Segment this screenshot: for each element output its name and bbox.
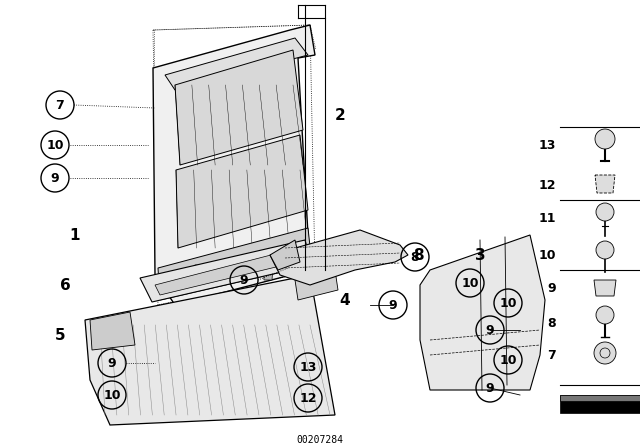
Text: 7: 7	[547, 349, 556, 362]
Polygon shape	[140, 240, 312, 302]
Text: 10: 10	[461, 276, 479, 289]
Polygon shape	[175, 50, 303, 165]
Text: 2: 2	[335, 108, 346, 122]
Circle shape	[594, 342, 616, 364]
Text: 7: 7	[56, 99, 65, 112]
Text: 9: 9	[388, 298, 397, 311]
Polygon shape	[85, 275, 335, 425]
Text: 10: 10	[499, 353, 516, 366]
Text: 5: 5	[54, 327, 65, 343]
Text: 9: 9	[547, 281, 556, 294]
Polygon shape	[295, 270, 338, 300]
Text: 10: 10	[103, 388, 121, 401]
Text: 9: 9	[486, 323, 494, 336]
Text: 3: 3	[475, 247, 485, 263]
Polygon shape	[595, 175, 615, 193]
Text: 00207284: 00207284	[296, 435, 344, 445]
Polygon shape	[90, 312, 135, 350]
Text: 12: 12	[300, 392, 317, 405]
Text: 10: 10	[499, 297, 516, 310]
Text: 10: 10	[46, 138, 64, 151]
Polygon shape	[195, 265, 205, 280]
Polygon shape	[153, 25, 315, 305]
Circle shape	[596, 203, 614, 221]
Polygon shape	[594, 280, 616, 296]
Polygon shape	[560, 395, 640, 401]
Polygon shape	[155, 248, 305, 295]
Polygon shape	[560, 395, 640, 413]
Text: 13: 13	[539, 138, 556, 151]
Text: 8: 8	[547, 316, 556, 329]
Text: 9: 9	[486, 382, 494, 395]
Polygon shape	[270, 240, 300, 270]
Text: 13: 13	[300, 361, 317, 374]
Text: 8: 8	[413, 247, 423, 263]
Polygon shape	[158, 228, 312, 300]
Text: 10: 10	[538, 249, 556, 262]
Circle shape	[596, 241, 614, 259]
Text: 9: 9	[51, 172, 60, 185]
Text: 11: 11	[538, 211, 556, 224]
Text: 8: 8	[411, 250, 419, 263]
Circle shape	[596, 306, 614, 324]
Text: 6: 6	[60, 277, 70, 293]
Polygon shape	[230, 265, 240, 280]
Polygon shape	[420, 235, 545, 390]
Polygon shape	[165, 38, 308, 90]
Text: 9: 9	[108, 357, 116, 370]
Text: 9: 9	[240, 273, 248, 287]
Text: 1: 1	[70, 228, 80, 242]
Text: 12: 12	[538, 178, 556, 191]
Text: 4: 4	[340, 293, 350, 307]
Polygon shape	[176, 135, 308, 248]
Polygon shape	[270, 230, 408, 285]
Polygon shape	[263, 265, 273, 280]
Circle shape	[595, 129, 615, 149]
